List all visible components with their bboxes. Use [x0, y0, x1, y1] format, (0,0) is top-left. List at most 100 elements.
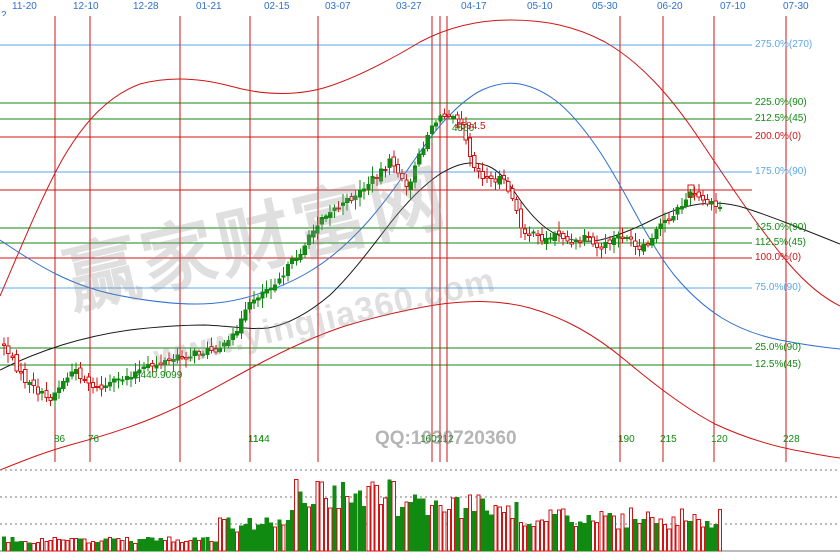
volume-bar: [196, 540, 201, 552]
volume-bar: [641, 518, 646, 552]
date-axis: 11-20 12-10 12-28 01-21 02-15 03-07 03-27 04-17…: [0, 0, 840, 16]
volume-bar: [340, 482, 346, 552]
volume-bar: [713, 524, 718, 552]
volume-bar: [31, 542, 36, 552]
volume-bar: [633, 518, 638, 552]
volume-bar: [658, 518, 663, 552]
volume-bar: [133, 543, 138, 552]
volume-bar: [230, 528, 235, 552]
volume-bar: [700, 526, 706, 552]
date-axis-label: 07-30: [783, 1, 809, 12]
candle-body: [82, 378, 87, 381]
candle-body: [112, 378, 117, 383]
right-axis-label: 25.0%(90): [755, 342, 802, 353]
candle-body: [107, 382, 113, 387]
bottom-number-label: 114: [248, 434, 264, 445]
candle-body: [607, 239, 612, 244]
bottom-number-label: 228: [783, 434, 800, 445]
volume-bar: [129, 540, 134, 552]
volume-bar: [336, 508, 341, 552]
candle-body: [65, 377, 70, 383]
volume-bar: [412, 494, 418, 552]
candle-body: [501, 174, 507, 180]
date-axis-label: 03-27: [396, 1, 422, 12]
date-axis-label: 04-17: [461, 1, 487, 12]
volume-bar: [268, 522, 274, 552]
candle-body: [14, 354, 19, 372]
candle-body: [705, 198, 710, 205]
volume-bar: [209, 540, 214, 552]
candle-body: [556, 230, 562, 235]
volume-bar: [671, 516, 676, 552]
volume-bar: [429, 504, 435, 552]
volume-bar: [370, 481, 375, 552]
volume-bar: [463, 508, 468, 552]
candle-body: [578, 240, 583, 243]
candle-body: [595, 242, 600, 248]
candle-body: [497, 176, 502, 185]
price-annotation: 4500: [452, 123, 475, 134]
candle-body: [472, 155, 477, 168]
candle-body: [679, 205, 684, 210]
bottom-number-label: 215: [660, 434, 677, 445]
volume-bar: [378, 503, 384, 552]
candle-body: [523, 228, 528, 234]
candle-body: [56, 387, 62, 393]
candle-body: [561, 232, 566, 239]
volume-bar: [95, 541, 100, 552]
right-axis-label: 225.0%(90): [755, 97, 807, 108]
volume-bar: [383, 497, 388, 552]
candle-body: [713, 200, 718, 208]
volume-bar: [328, 507, 333, 552]
volume-bar: [705, 520, 710, 552]
candle-body: [129, 377, 134, 380]
volume-bar: [6, 541, 11, 552]
volume-bar: [395, 516, 401, 552]
candle-body: [544, 238, 549, 244]
volume-bar: [442, 511, 447, 552]
price-annotation: 2440.9099: [135, 370, 183, 381]
volume-bar: [417, 498, 422, 552]
volume-bar: [569, 521, 574, 552]
candle-body: [611, 237, 617, 246]
volume-bar: [69, 538, 74, 552]
candle-body: [150, 363, 155, 367]
candle-body: [637, 245, 642, 251]
volume-bar: [137, 539, 142, 552]
volume-bar: [582, 523, 587, 552]
volume-bar: [247, 518, 252, 552]
volume-bar: [645, 511, 651, 552]
right-axis-label: 125.0%(90): [755, 222, 807, 233]
volume-bar: [294, 479, 299, 552]
volume-bar: [116, 537, 121, 552]
volume-bar: [78, 538, 83, 552]
candle-body: [667, 218, 672, 221]
candle-body: [565, 235, 570, 242]
volume-bar: [717, 509, 723, 552]
volume-bar: [256, 524, 261, 552]
candle-body: [442, 113, 447, 118]
volume-bar: [357, 490, 362, 552]
candle-body: [99, 384, 104, 390]
candle-body: [696, 191, 701, 198]
volume-bar: [315, 480, 320, 552]
volume-bar: [35, 541, 40, 552]
volume-bar: [56, 539, 62, 552]
volume-bar: [345, 495, 350, 552]
candle-body: [480, 171, 485, 179]
volume-bar: [243, 524, 248, 552]
price-annotation: 4584.5: [455, 121, 486, 132]
volume-bar: [510, 517, 515, 552]
volume-bar: [675, 525, 680, 552]
date-axis-label: 03-07: [325, 1, 351, 12]
candle-body: [493, 178, 498, 183]
candle-body: [535, 233, 540, 236]
volume-bar: [192, 537, 197, 552]
volume-bar: [120, 539, 125, 552]
candle-body: [124, 375, 129, 380]
volume-bar: [18, 540, 24, 552]
volume-bar: [65, 540, 70, 552]
volume-bar: [607, 513, 612, 552]
watermark-qq: QQ:1030720360: [375, 428, 517, 449]
candle-body: [31, 379, 36, 386]
